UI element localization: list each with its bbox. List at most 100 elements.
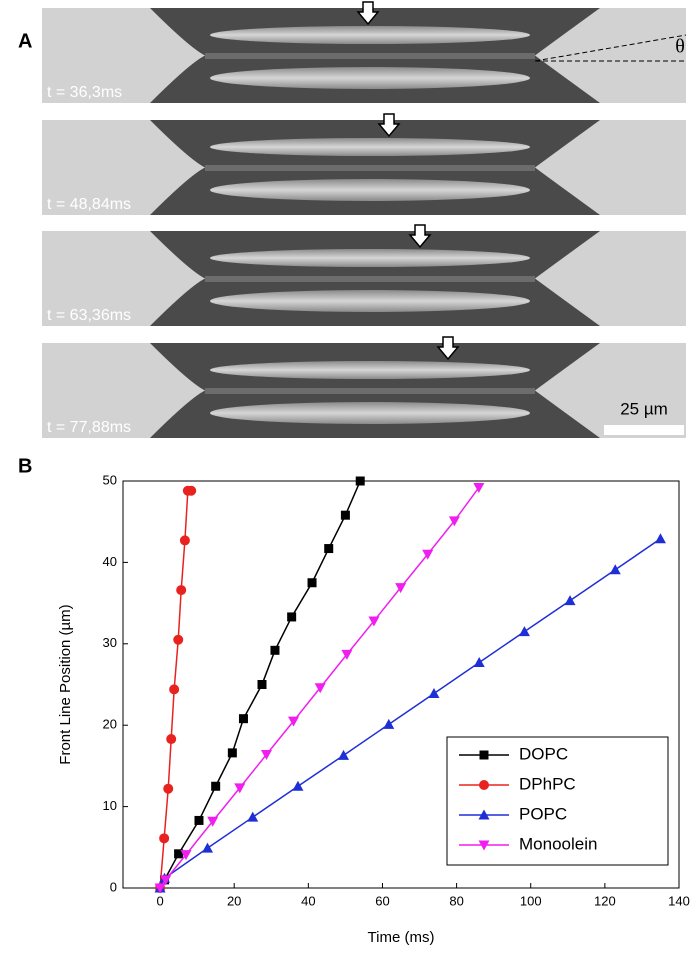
- legend-label: POPC: [519, 804, 567, 823]
- bilayer-band: [210, 67, 530, 89]
- y-tick-label: 50: [103, 472, 117, 487]
- marker: [160, 875, 172, 886]
- marker: [292, 780, 304, 791]
- y-tick-label: 10: [103, 798, 117, 813]
- marker: [307, 578, 317, 588]
- marker: [314, 683, 326, 694]
- marker: [163, 783, 174, 794]
- panel-label: A: [18, 30, 32, 52]
- timestamp: t = 36,3ms: [47, 84, 122, 101]
- angle-label: θ: [675, 36, 685, 58]
- arrow: [408, 224, 432, 249]
- marker: [176, 585, 187, 596]
- marker: [234, 783, 246, 794]
- marker: [169, 684, 180, 695]
- marker: [479, 750, 489, 760]
- x-tick-label: 140: [668, 893, 690, 908]
- panel-label: B: [18, 455, 32, 477]
- bilayer-line: [205, 388, 535, 394]
- marker: [395, 583, 407, 594]
- marker: [324, 544, 334, 554]
- droplet-edge: [535, 343, 686, 438]
- marker: [154, 883, 166, 894]
- marker: [166, 734, 177, 745]
- y-tick-label: 20: [103, 717, 117, 732]
- bilayer-line: [205, 165, 535, 171]
- x-tick-label: 20: [227, 893, 241, 908]
- x-tick-label: 0: [156, 893, 163, 908]
- droplet-edge: [535, 231, 686, 326]
- legend-label: DPhPC: [519, 774, 576, 793]
- marker: [260, 750, 272, 761]
- marker: [355, 476, 365, 486]
- timestamp: t = 77,88ms: [47, 419, 131, 436]
- marker: [479, 780, 489, 790]
- micrograph-panel: t = 36,3ms t = 48,84ms t = 63,36ms t = 77,8…: [42, 1, 686, 438]
- marker: [179, 535, 190, 546]
- droplet-edge: [42, 343, 205, 438]
- marker: [383, 718, 395, 729]
- marker: [368, 616, 380, 627]
- marker: [180, 850, 192, 861]
- legend-label: Monoolein: [519, 834, 597, 853]
- marker: [473, 483, 485, 494]
- y-axis-label: Front Line Position (µm): [57, 604, 74, 764]
- marker: [227, 748, 237, 758]
- marker: [202, 842, 214, 853]
- series-line: [159, 487, 480, 889]
- marker: [609, 564, 621, 575]
- x-tick-label: 120: [594, 893, 616, 908]
- arrow: [436, 336, 460, 361]
- bilayer-band: [210, 179, 530, 201]
- x-tick-label: 80: [449, 893, 463, 908]
- marker: [448, 516, 460, 527]
- arrow: [377, 113, 401, 138]
- x-tick-label: 60: [375, 893, 389, 908]
- droplet-edge: [535, 120, 686, 215]
- y-tick-label: 40: [103, 554, 117, 569]
- marker: [207, 816, 219, 827]
- bilayer-band: [210, 138, 530, 156]
- marker: [270, 645, 280, 655]
- droplet-edge: [42, 120, 205, 215]
- x-tick-label: 40: [301, 893, 315, 908]
- droplet-edge: [42, 231, 205, 326]
- marker: [173, 634, 184, 645]
- bilayer-band: [210, 26, 530, 44]
- angle-line: [534, 34, 687, 62]
- timestamp: t = 48,84ms: [47, 196, 131, 213]
- arrow: [356, 1, 380, 26]
- y-tick-label: 30: [103, 635, 117, 650]
- marker: [473, 657, 485, 668]
- marker: [247, 811, 259, 822]
- x-tick-label: 100: [520, 893, 542, 908]
- chart: 0 20 40 60 80 100 120 140 0 10 20 30 40 50 Time (ms) Fr…: [57, 472, 690, 946]
- bilayer-line: [205, 53, 535, 59]
- marker: [338, 749, 350, 760]
- marker: [518, 626, 530, 637]
- x-axis-label: Time (ms): [368, 929, 435, 946]
- marker: [186, 485, 197, 496]
- droplet-edge: [535, 8, 686, 103]
- marker: [654, 533, 666, 544]
- marker: [238, 714, 248, 724]
- marker: [287, 612, 297, 622]
- marker: [422, 549, 434, 560]
- scale-bar-label: 25 µm: [620, 399, 668, 418]
- scale-bar: [604, 425, 684, 435]
- plot-frame: [122, 480, 680, 889]
- bilayer-band: [210, 402, 530, 424]
- droplet-edge: [42, 8, 205, 103]
- marker: [564, 595, 576, 606]
- marker: [174, 849, 184, 859]
- series-line: [159, 480, 361, 889]
- legend-label: DOPC: [519, 744, 568, 763]
- marker: [478, 809, 490, 820]
- timestamp: t = 63,36ms: [47, 307, 131, 324]
- marker: [478, 840, 490, 851]
- marker: [341, 649, 353, 660]
- marker: [288, 716, 300, 727]
- marker: [159, 833, 170, 844]
- marker: [428, 687, 440, 698]
